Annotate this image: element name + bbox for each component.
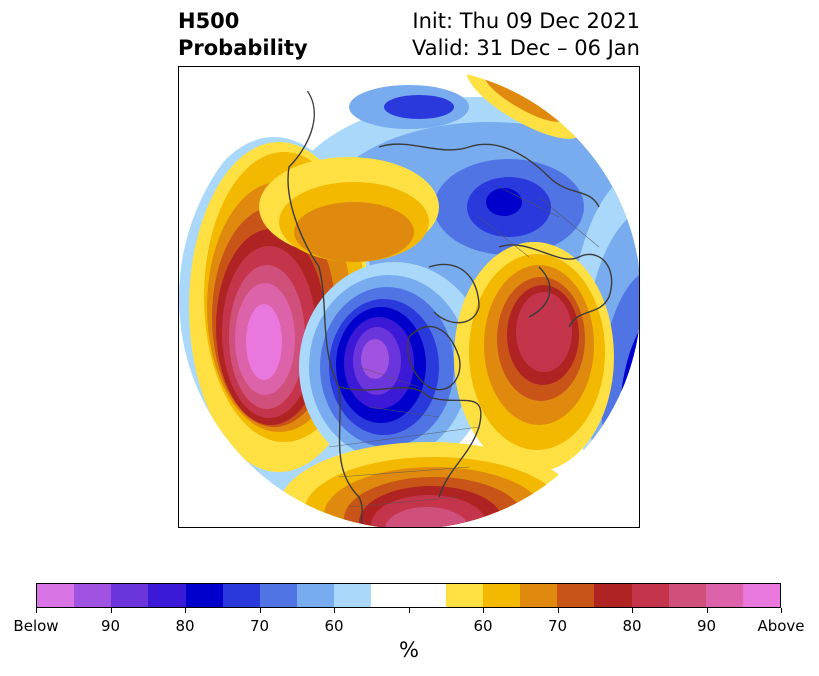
- colorbar-segment: [594, 584, 632, 607]
- colorbar-segment: [482, 584, 521, 607]
- colorbar-tick: [334, 608, 335, 613]
- colorbar-tick-label: Below: [13, 617, 59, 635]
- colorbar-segment: [371, 584, 409, 607]
- valid-date: Valid: 31 Dec – 06 Jan: [411, 36, 640, 60]
- map-canvas: [179, 67, 639, 527]
- colorbar-tick: [259, 608, 261, 613]
- colorbar-segment: [631, 584, 669, 607]
- colorbar-segment: [111, 584, 149, 607]
- colorbar-tick: [632, 608, 633, 613]
- colorbar-tick: [483, 608, 484, 613]
- colorbar-segment: [259, 584, 298, 607]
- colorbar-segment: [297, 584, 335, 607]
- coastlines: [287, 81, 613, 527]
- colorbar-ticks: [36, 608, 782, 614]
- title-variable: H500: [178, 9, 240, 33]
- colorbar-segment: [74, 584, 112, 607]
- init-date: Init: Thu 09 Dec 2021: [412, 9, 640, 33]
- colorbar-segment: [668, 584, 706, 607]
- colorbar-segment: [37, 584, 75, 607]
- colorbar-unit: %: [399, 638, 419, 662]
- title-type: Probability: [178, 36, 308, 60]
- colorbar-segment: [334, 584, 372, 607]
- colorbar-segment: [520, 584, 558, 607]
- colorbar-tick-label: Above: [757, 617, 805, 635]
- colorbar-tick: [781, 608, 782, 613]
- colorbar: [36, 583, 781, 608]
- colorbar-tick: [706, 608, 708, 613]
- borders: [328, 186, 600, 508]
- colorbar-tick: [185, 608, 186, 613]
- colorbar-tick-label: 80: [622, 617, 642, 635]
- colorbar-tick: [36, 608, 37, 613]
- colorbar-tick: [110, 608, 112, 613]
- date-info: Init: Thu 09 Dec 2021 Valid: 31 Dec – 06…: [412, 8, 640, 62]
- colorbar-tick-label: 70: [249, 617, 270, 635]
- colorbar-segment: [222, 584, 260, 607]
- colorbar-tick: [557, 608, 559, 613]
- colorbar-tick-label: 80: [175, 617, 195, 635]
- colorbar-tick-label: 90: [100, 617, 121, 635]
- colorbar-tick-label: 90: [696, 617, 717, 635]
- colorbar-segment: [705, 584, 743, 607]
- colorbar-tick-label: 70: [547, 617, 568, 635]
- colorbar-tick: [408, 608, 410, 613]
- colorbar-tick-label: 60: [324, 617, 344, 635]
- colorbar-tick-label: 60: [473, 617, 493, 635]
- probability-map: [178, 66, 640, 528]
- probability-contours: [179, 67, 639, 527]
- colorbar-segment: [557, 584, 595, 607]
- chart-title: H500 Probability: [178, 8, 308, 62]
- colorbar-segment: [148, 584, 186, 607]
- colorbar-segment: [445, 584, 483, 607]
- colorbar-segment: [408, 584, 446, 607]
- colorbar-segment: [742, 584, 781, 607]
- colorbar-segment: [185, 584, 223, 607]
